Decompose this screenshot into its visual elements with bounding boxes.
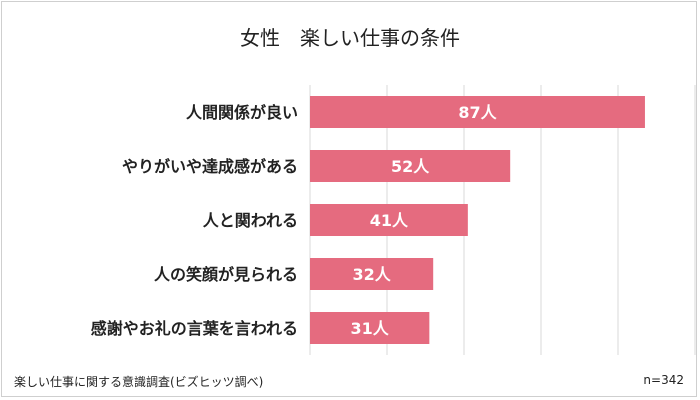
data-label: 87人 xyxy=(458,103,497,122)
data-label: 52人 xyxy=(391,157,430,176)
category-label: 人の笑顔が見られる xyxy=(154,265,298,284)
category-label: 人間関係が良い xyxy=(186,103,298,122)
bar xyxy=(310,96,645,128)
category-label: 感謝やお礼の言葉を言われる xyxy=(91,319,298,338)
data-label: 31人 xyxy=(351,319,390,338)
category-label: 人と関われる xyxy=(203,211,298,230)
data-label: 32人 xyxy=(352,265,391,284)
bar xyxy=(310,204,468,236)
category-label: やりがいや達成感がある xyxy=(122,157,298,176)
data-label: 41人 xyxy=(370,211,409,230)
bar xyxy=(310,312,430,344)
bar xyxy=(310,258,434,290)
source-note: 楽しい仕事に関する意識調査(ビズヒッツ調べ) xyxy=(14,375,264,389)
chart-title: 女性 楽しい仕事の条件 xyxy=(240,26,460,50)
bar xyxy=(310,150,511,182)
sample-size: n=342 xyxy=(643,373,684,387)
